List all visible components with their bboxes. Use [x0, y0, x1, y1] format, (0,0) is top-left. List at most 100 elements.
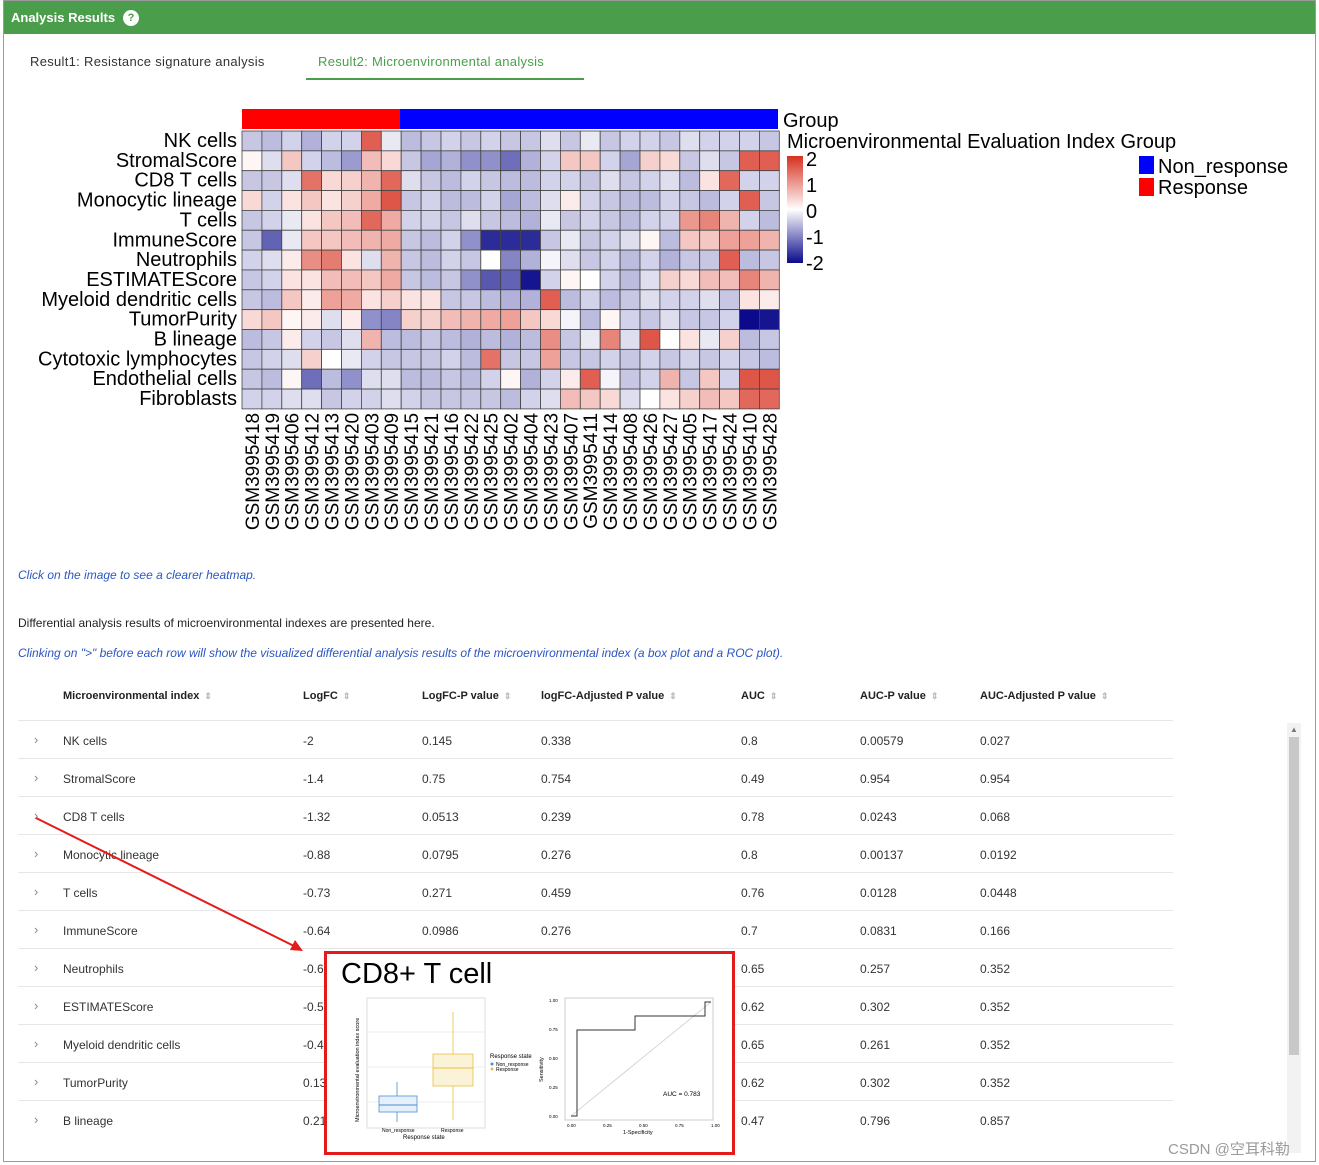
heatmap-column-label: GSM3995403 — [362, 413, 383, 530]
heatmap-row-label: Endothelial cells — [92, 368, 237, 390]
help-icon[interactable]: ? — [123, 10, 139, 26]
table-cell: 0.0986 — [422, 924, 459, 938]
table-cell: -0.73 — [303, 886, 331, 900]
table-cell: 0.145 — [422, 734, 453, 748]
column-header[interactable]: LogFC ⇕ — [303, 690, 350, 702]
heatmap-column-label: GSM3995419 — [263, 413, 284, 530]
legend-label-response: Response — [1158, 177, 1248, 199]
table-cell: Neutrophils — [63, 962, 124, 976]
heatmap-column-label: GSM3995416 — [442, 413, 463, 530]
table-cell: -2 — [303, 734, 314, 748]
heatmap-link-note[interactable]: Click on the image to see a clearer heat… — [18, 568, 257, 582]
table-cell: 0.276 — [541, 848, 572, 862]
heatmap-column-label: GSM3995421 — [422, 413, 443, 530]
heatmap-column-label: GSM3995414 — [601, 412, 622, 530]
table-row[interactable]: › CD8 T cells -1.32 0.0513 0.239 0.78 0.0243 0.… — [18, 796, 1173, 835]
table-cell: 0.857 — [980, 1114, 1011, 1128]
color-scale-tick: 1 — [806, 175, 817, 197]
table-cell: 0.0448 — [980, 886, 1017, 900]
roc-y-tick: 1.00 — [549, 998, 558, 1003]
expand-row-icon[interactable]: › — [34, 732, 39, 747]
box-xcat-non-response: Non_response — [382, 1128, 415, 1134]
table-cell: Myeloid dendritic cells — [63, 1038, 181, 1052]
box-legend-response: Response — [496, 1067, 519, 1073]
color-scale-tick: 0 — [806, 201, 817, 223]
table-row[interactable]: › NK cells -2 0.145 0.338 0.8 0.00579 0.027 — [18, 720, 1173, 759]
legend-swatch-non-response — [1139, 156, 1154, 174]
heatmap-row-label: TumorPurity — [129, 309, 237, 331]
scroll-up-arrow-icon[interactable]: ▲ — [1290, 725, 1298, 734]
group-bar-non-response — [400, 109, 778, 129]
sort-icon[interactable]: ⇕ — [204, 691, 212, 701]
table-row[interactable]: › T cells -0.73 0.271 0.459 0.76 0.0128 0.0448 — [18, 872, 1173, 911]
heatmap-image[interactable]: Group Microenvironmental Evaluation Inde… — [0, 100, 1319, 550]
table-row[interactable]: › StromalScore -1.4 0.75 0.754 0.49 0.954 0.954 — [18, 758, 1173, 797]
expand-row-icon[interactable]: › — [34, 884, 39, 899]
expand-row-icon[interactable]: › — [34, 808, 39, 823]
column-header-label: AUC — [741, 690, 765, 702]
table-cell: 0.21 — [303, 1114, 327, 1128]
expand-row-icon[interactable]: › — [34, 1112, 39, 1127]
box-ylabel: Microenvironmental evaluation index scor… — [355, 1018, 361, 1122]
tab-microenvironmental[interactable]: Result2: Microenvironmental analysis — [318, 54, 545, 69]
table-cell: ImmuneScore — [63, 924, 138, 938]
expand-row-icon[interactable]: › — [34, 960, 39, 975]
table-cell: 0.76 — [741, 886, 765, 900]
expand-row-icon[interactable]: › — [34, 770, 39, 785]
heatmap-row-label: StromalScore — [116, 150, 237, 172]
heatmap-column-label: GSM3995424 — [721, 412, 742, 530]
roc-y-tick: 0.75 — [549, 1027, 558, 1032]
column-header[interactable]: AUC-Adjusted P value ⇕ — [980, 690, 1108, 702]
heatmap-column-label: GSM3995409 — [382, 413, 403, 530]
roc-x-tick: 1.00 — [711, 1123, 720, 1128]
callout-title: CD8+ T cell — [341, 958, 493, 990]
expand-row-icon[interactable]: › — [34, 846, 39, 861]
table-row[interactable]: › Neutrophils -0.6 0.65 0.257 0.352 — [18, 948, 1173, 987]
table-row[interactable]: › ImmuneScore -0.64 0.0986 0.276 0.7 0.0831 0.1… — [18, 910, 1173, 949]
table-cell: -1.4 — [303, 772, 324, 786]
column-header[interactable]: LogFC-P value ⇕ — [422, 690, 511, 702]
column-header[interactable]: logFC-Adjusted P value ⇕ — [541, 690, 677, 702]
heatmap-row-label: NK cells — [164, 130, 237, 152]
table-cell: 0.49 — [741, 772, 765, 786]
sort-icon[interactable]: ⇕ — [769, 691, 778, 701]
table-cell: 0.754 — [541, 772, 572, 786]
table-cell: 0.352 — [980, 1076, 1011, 1090]
tab-resistance-signature[interactable]: Result1: Resistance signature analysis — [30, 54, 265, 69]
expand-row-icon[interactable]: › — [34, 1074, 39, 1089]
table-cell: 0.0192 — [980, 848, 1017, 862]
color-scale-tick: -2 — [806, 253, 824, 275]
table-cell: 0.0243 — [860, 810, 897, 824]
table-cell: 0.796 — [860, 1114, 891, 1128]
heatmap-column-label: GSM3995405 — [681, 413, 702, 530]
color-scale-tick: -1 — [806, 227, 824, 249]
column-header[interactable]: AUC ⇕ — [741, 690, 777, 702]
heatmap-row-label: Myeloid dendritic cells — [41, 289, 237, 311]
box-legend-title: Response state — [490, 1054, 532, 1060]
heatmap-cell — [759, 388, 780, 410]
sort-icon[interactable]: ⇕ — [342, 691, 351, 701]
expand-row-icon[interactable]: › — [34, 1036, 39, 1051]
column-header[interactable]: Microenvironmental index ⇕ — [63, 690, 212, 702]
heatmap-row-label: T cells — [180, 209, 237, 231]
table-cell: NK cells — [63, 734, 108, 748]
heatmap-column-label: GSM3995422 — [462, 413, 483, 530]
table-cell: -0.4 — [303, 1038, 324, 1052]
sort-icon[interactable]: ⇕ — [930, 691, 939, 701]
heatmap-column-label: GSM3995406 — [283, 413, 304, 530]
roc-plot: Sensitivity 1-Specificity AUC = 0.783 0.… — [539, 997, 720, 1136]
heatmap-row-label: Neutrophils — [136, 249, 237, 271]
table-cell: -0.88 — [303, 848, 331, 862]
sort-icon[interactable]: ⇕ — [503, 691, 512, 701]
sort-icon[interactable]: ⇕ — [1100, 691, 1109, 701]
table-cell: 0.027 — [980, 734, 1011, 748]
heatmap-row-label: ESTIMATEScore — [86, 269, 237, 291]
column-header-label: AUC-Adjusted P value — [980, 690, 1096, 702]
expand-row-icon[interactable]: › — [34, 998, 39, 1013]
scroll-thumb[interactable] — [1289, 737, 1299, 1055]
expand-row-icon[interactable]: › — [34, 922, 39, 937]
column-header[interactable]: AUC-P value ⇕ — [860, 690, 938, 702]
heatmap-column-label: GSM3995408 — [621, 413, 642, 530]
sort-icon[interactable]: ⇕ — [669, 691, 677, 701]
table-cell: 0.0513 — [422, 810, 459, 824]
